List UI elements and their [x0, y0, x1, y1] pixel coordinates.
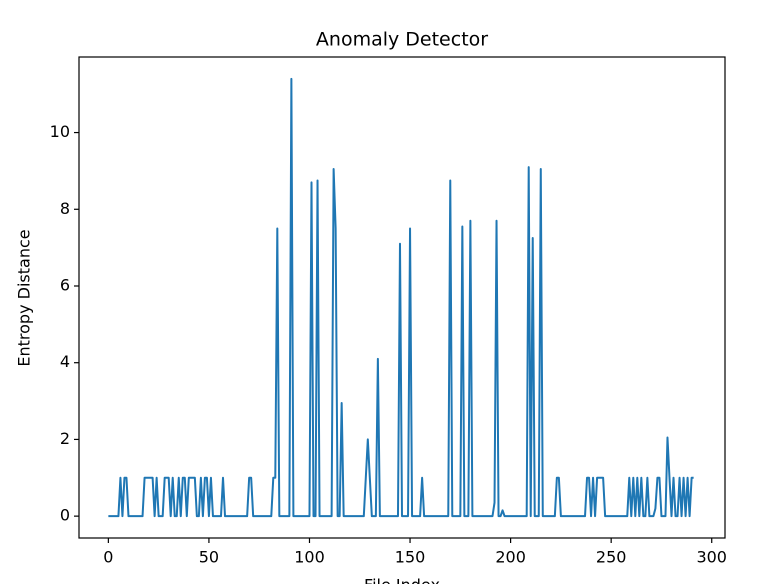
x-tick-label: 100 — [294, 548, 325, 567]
y-tick-label: 6 — [60, 275, 70, 294]
x-tick-label: 150 — [395, 548, 426, 567]
y-tick-label: 0 — [60, 506, 70, 525]
chart-title: Anomaly Detector — [316, 29, 488, 51]
x-tick-label: 0 — [103, 548, 113, 567]
data-line — [108, 77, 694, 518]
x-tick-label: 300 — [696, 548, 727, 567]
y-tick-label: 2 — [60, 429, 70, 448]
x-tick-label: 50 — [199, 548, 219, 567]
x-tick-label: 200 — [495, 548, 526, 567]
y-axis-label: Entropy Distance — [15, 229, 34, 366]
plot-frame — [78, 56, 726, 539]
x-axis-label: File Index — [364, 576, 440, 584]
x-tick-label: 250 — [596, 548, 627, 567]
y-tick-label: 4 — [60, 352, 70, 371]
y-tick-label: 8 — [60, 199, 70, 218]
y-tick-label: 10 — [50, 122, 70, 141]
